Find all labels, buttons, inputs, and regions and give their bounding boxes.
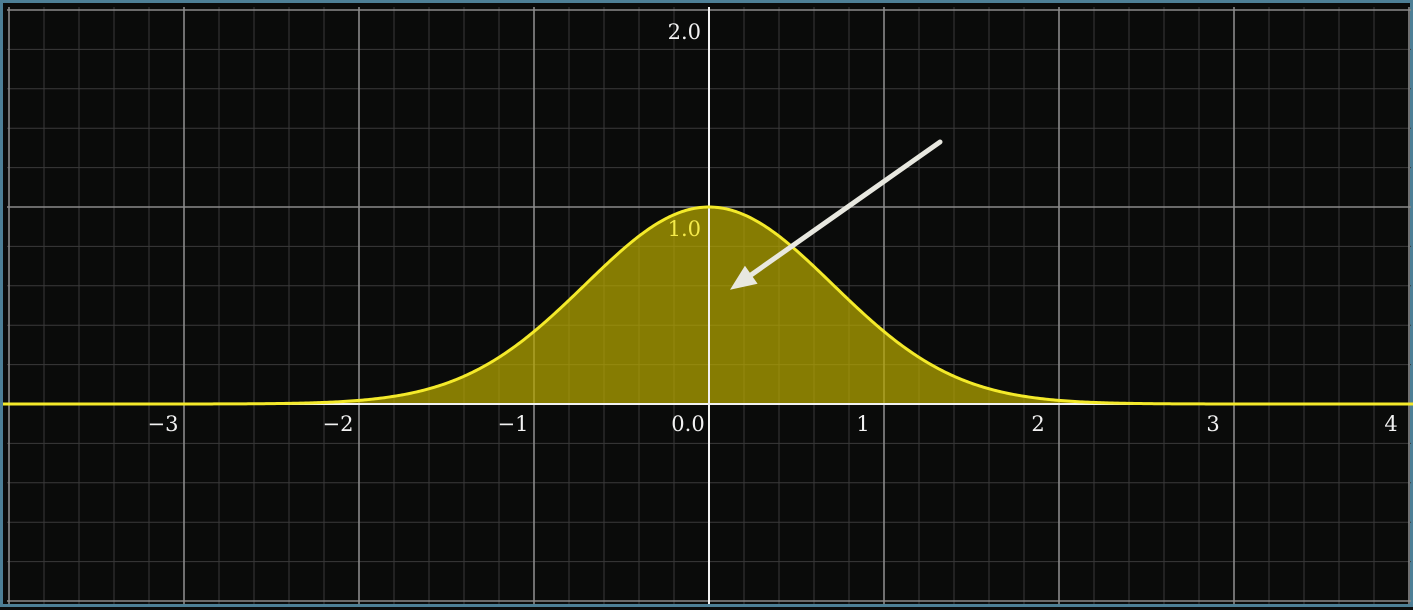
gaussian-plot: −3 −2 −1 0.0 1 2 3 4 1.0 2.0 — [3, 7, 1413, 604]
x-tick-label: −2 — [323, 412, 354, 436]
annotation-layer — [730, 139, 943, 290]
x-tick-label: −1 — [498, 412, 529, 436]
x-tick-label: −3 — [148, 412, 179, 436]
x-tick-labels: −3 −2 −1 0.0 1 2 3 4 — [148, 412, 1398, 436]
arrow-shaft — [748, 139, 943, 278]
x-tick-label: 2 — [1031, 412, 1044, 436]
y-tick-labels: 1.0 2.0 — [668, 20, 701, 241]
x-tick-label: 4 — [1384, 412, 1397, 436]
gaussian-curve — [3, 205, 1413, 406]
y-tick-label: 1.0 — [668, 217, 701, 241]
x-tick-label: 3 — [1206, 412, 1219, 436]
arrow-head — [730, 265, 758, 290]
x-tick-label: 0.0 — [671, 412, 704, 436]
y-tick-label: 2.0 — [668, 20, 701, 44]
x-tick-label: 1 — [856, 412, 869, 436]
